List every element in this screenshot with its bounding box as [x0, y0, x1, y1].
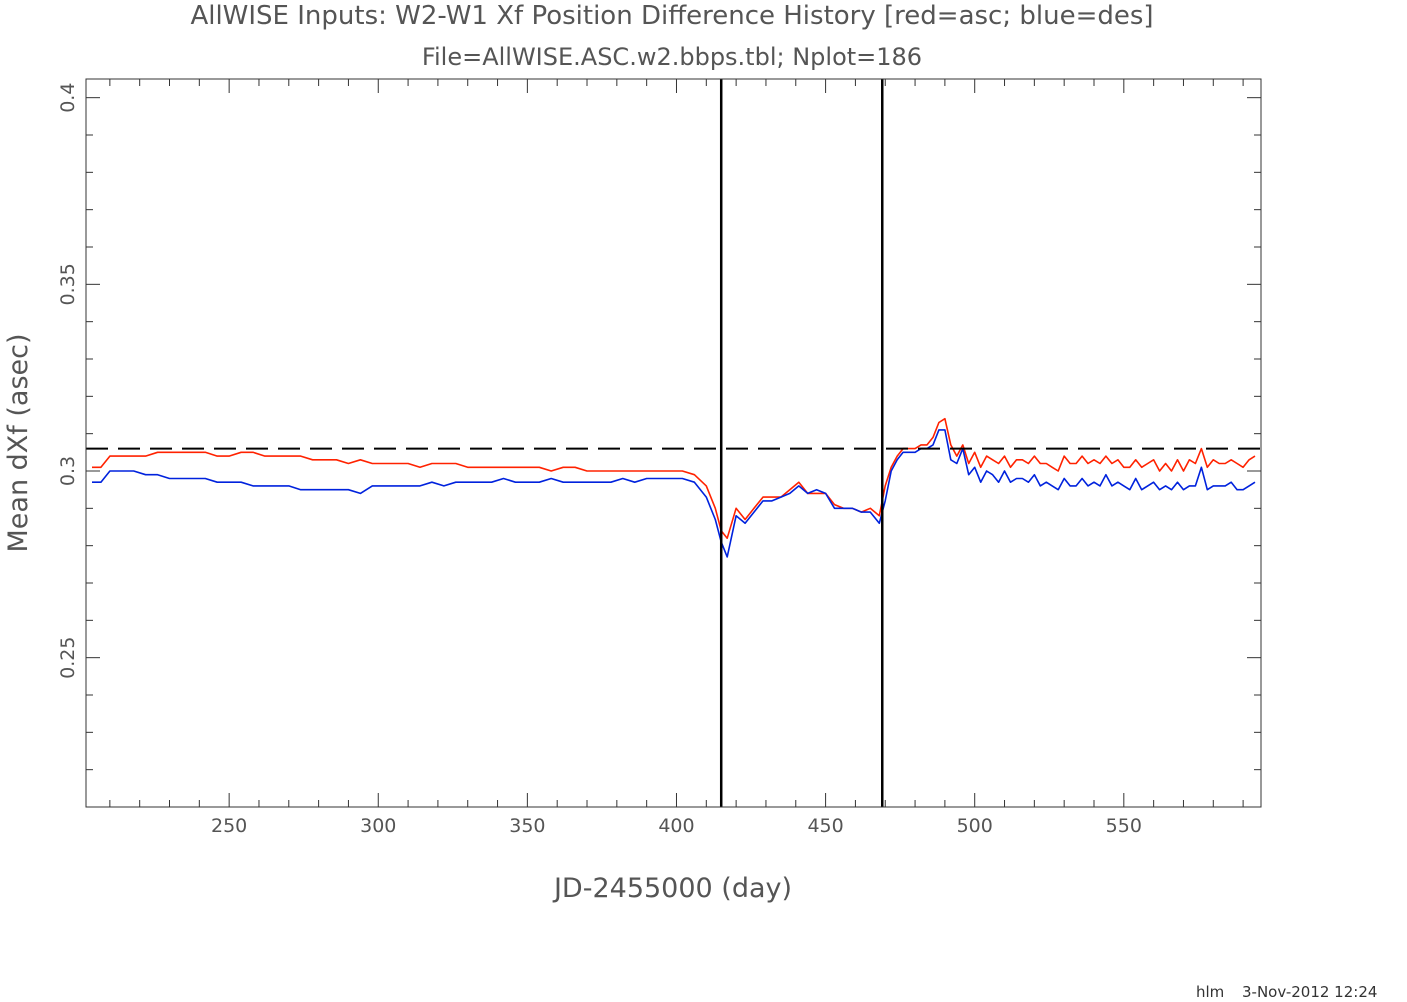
y-axis-label: Mean dXf (asec)	[3, 333, 34, 552]
plot-frame	[85, 78, 1262, 808]
y-axis: 0.25 0.3 0.35 0.4	[57, 83, 1261, 808]
y-tick-label: 0.35	[57, 263, 79, 305]
x-axis-label: JD-2455000 (day)	[552, 873, 792, 904]
x-tick-label: 450	[807, 815, 843, 837]
x-axis: 250 300 350 400 450 500 550	[109, 79, 1244, 837]
x-tick-label: 500	[957, 815, 993, 837]
x-tick-label: 550	[1106, 815, 1142, 837]
plot-area	[86, 79, 1261, 807]
chart-subtitle: File=AllWISE.ASC.w2.bbps.tbl; Nplot=186	[422, 43, 922, 71]
y-tick-label: 0.25	[57, 637, 79, 679]
series-asc-line	[92, 417, 1256, 540]
chart-title: AllWISE Inputs: W2-W1 Xf Position Differ…	[190, 1, 1153, 31]
x-tick-label: 400	[658, 815, 694, 837]
footer-user: hlm	[1196, 983, 1224, 1001]
footer-timestamp: 3-Nov-2012 12:24	[1242, 983, 1377, 1001]
x-tick-label: 300	[360, 815, 396, 837]
y-tick-label: 0.4	[57, 83, 79, 113]
y-tick-label: 0.3	[57, 456, 79, 486]
x-tick-label: 350	[509, 815, 545, 837]
x-tick-label: 250	[211, 815, 247, 837]
series-des-line	[92, 429, 1256, 558]
